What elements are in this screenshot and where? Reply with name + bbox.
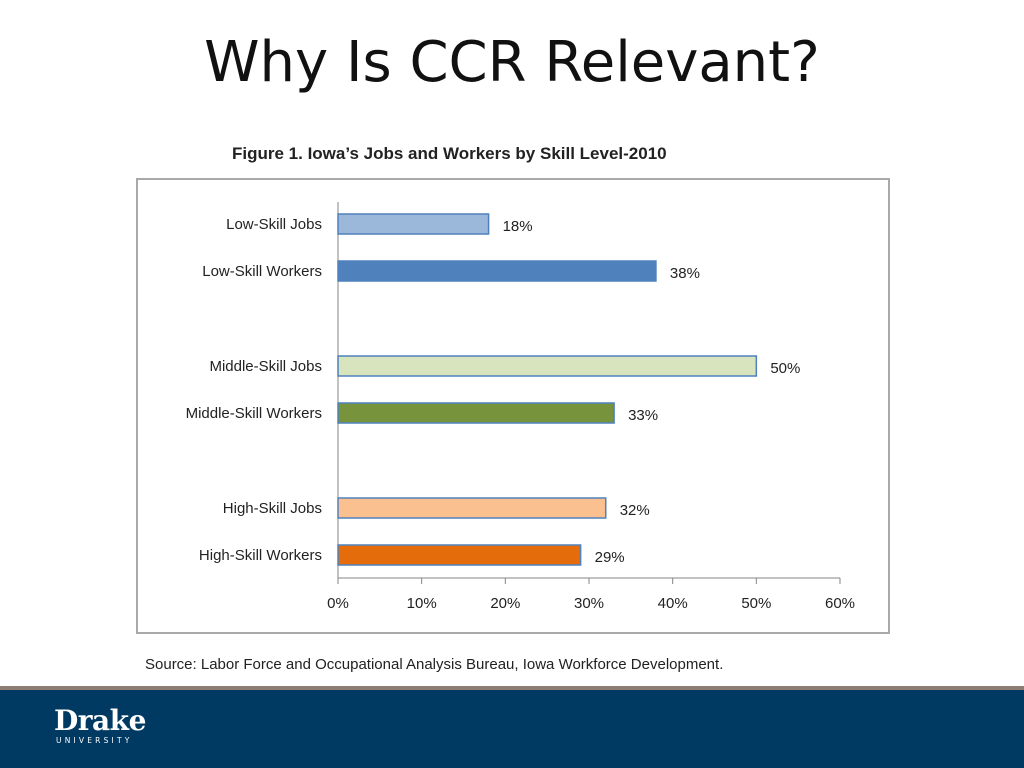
value-label: 32% bbox=[620, 502, 650, 519]
value-label: 29% bbox=[595, 549, 625, 566]
bar bbox=[337, 260, 657, 282]
value-label: 50% bbox=[770, 360, 800, 377]
drake-university-logo: Drake UNIVERSITY bbox=[54, 706, 154, 750]
chart-frame: 0% 10% 20% 30% 40% 50% 60% Low-Skill Jobs 18% Low… bbox=[136, 178, 890, 634]
bar bbox=[337, 497, 607, 519]
x-tick-label: 10% bbox=[407, 595, 437, 612]
figure-caption: Figure 1. Iowa’s Jobs and Workers by Ski… bbox=[232, 144, 667, 163]
value-label: 18% bbox=[503, 218, 533, 235]
category-label: Middle-Skill Workers bbox=[186, 405, 322, 422]
bar-chart: 0% 10% 20% 30% 40% 50% 60% Low-Skill Jobs 18% Low… bbox=[186, 202, 855, 612]
x-tick-label: 30% bbox=[574, 595, 604, 612]
x-tick-label: 40% bbox=[658, 595, 688, 612]
logo-subtext: UNIVERSITY bbox=[56, 736, 133, 745]
category-label: Middle-Skill Jobs bbox=[209, 358, 322, 375]
x-tick-label: 60% bbox=[825, 595, 855, 612]
footer-rule bbox=[0, 686, 1024, 690]
source-note: Source: Labor Force and Occupational Ana… bbox=[145, 656, 724, 673]
bar bbox=[337, 544, 582, 566]
bar bbox=[337, 402, 615, 424]
value-label: 33% bbox=[628, 407, 658, 424]
footer-band bbox=[0, 690, 1024, 768]
bar bbox=[337, 213, 490, 235]
category-label: High-Skill Workers bbox=[199, 547, 322, 564]
x-tick-label: 20% bbox=[490, 595, 520, 612]
slide-title: Why Is CCR Relevant? bbox=[204, 30, 820, 95]
value-label: 38% bbox=[670, 265, 700, 282]
x-tick-label: 0% bbox=[327, 595, 349, 612]
category-label: Low-Skill Workers bbox=[202, 263, 322, 280]
bar bbox=[337, 355, 758, 377]
category-label: Low-Skill Jobs bbox=[226, 216, 322, 233]
x-tick-label: 50% bbox=[741, 595, 771, 612]
category-label: High-Skill Jobs bbox=[223, 500, 322, 517]
logo-wordmark: Drake bbox=[54, 704, 146, 737]
